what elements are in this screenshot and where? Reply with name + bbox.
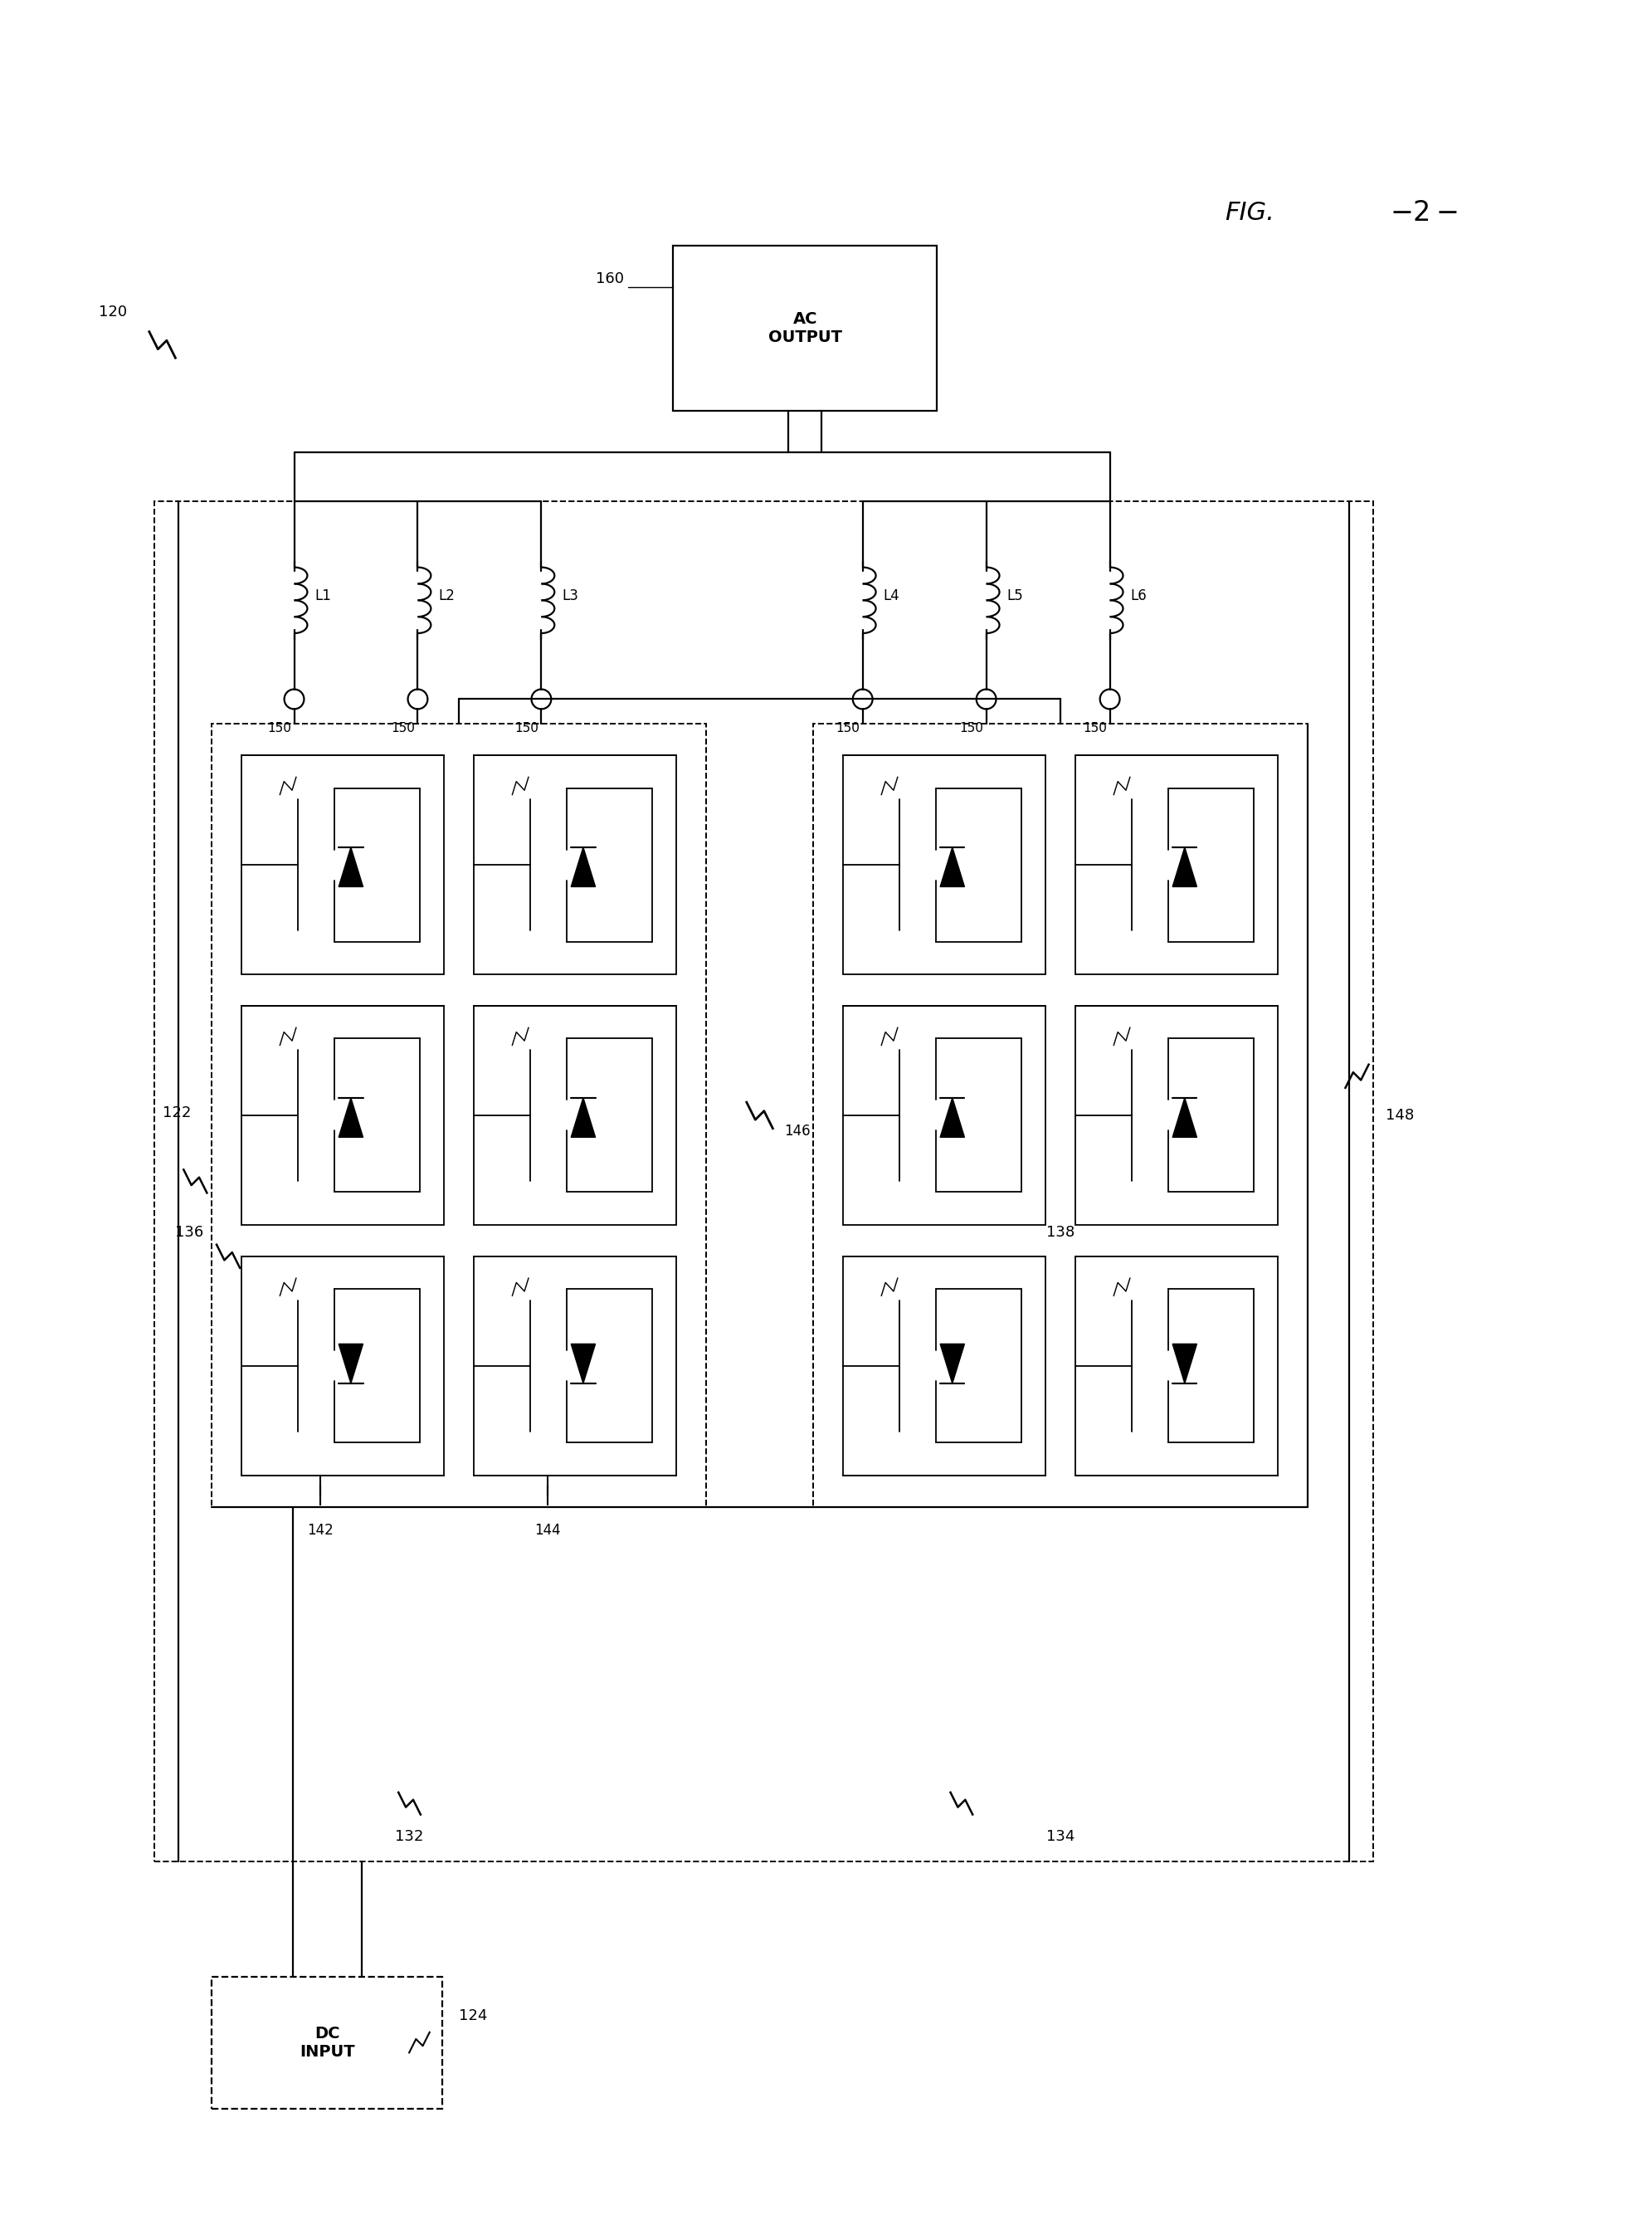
Text: 120: 120 xyxy=(99,303,127,319)
Text: AC
OUTPUT: AC OUTPUT xyxy=(768,312,843,346)
Bar xyxy=(1075,755,1279,975)
Text: L1: L1 xyxy=(316,589,332,605)
Text: FIG.: FIG. xyxy=(1226,202,1275,226)
Text: 150: 150 xyxy=(268,722,291,735)
Bar xyxy=(241,1006,444,1225)
Text: 144: 144 xyxy=(535,1524,562,1537)
Bar xyxy=(474,755,676,975)
Polygon shape xyxy=(572,1099,595,1136)
Text: 132: 132 xyxy=(395,1830,425,1843)
Text: 122: 122 xyxy=(162,1105,192,1121)
Bar xyxy=(843,1006,1046,1225)
Polygon shape xyxy=(339,848,363,886)
Text: 160: 160 xyxy=(595,272,624,286)
Text: 142: 142 xyxy=(307,1524,334,1537)
Text: 136: 136 xyxy=(175,1225,203,1240)
Bar xyxy=(813,724,1308,1506)
Bar xyxy=(843,755,1046,975)
Polygon shape xyxy=(940,1345,965,1384)
Text: 138: 138 xyxy=(1046,1225,1074,1240)
Polygon shape xyxy=(940,1099,965,1136)
Text: 150: 150 xyxy=(960,722,983,735)
Polygon shape xyxy=(339,1345,363,1384)
Text: DC
INPUT: DC INPUT xyxy=(299,2025,355,2060)
Text: 150: 150 xyxy=(1084,722,1107,735)
Text: L5: L5 xyxy=(1006,589,1023,605)
Text: 150: 150 xyxy=(392,722,415,735)
Polygon shape xyxy=(1173,1345,1196,1384)
Text: 146: 146 xyxy=(785,1123,811,1139)
Text: L2: L2 xyxy=(438,589,454,605)
Bar xyxy=(154,501,1373,1861)
Text: 150: 150 xyxy=(514,722,539,735)
Text: L3: L3 xyxy=(562,589,578,605)
Text: 134: 134 xyxy=(1046,1830,1075,1843)
Text: 124: 124 xyxy=(459,2009,487,2025)
Bar xyxy=(211,1976,443,2109)
Polygon shape xyxy=(339,1099,363,1136)
Text: L6: L6 xyxy=(1130,589,1146,605)
Bar xyxy=(211,724,705,1506)
Bar xyxy=(1075,1006,1279,1225)
Text: 148: 148 xyxy=(1386,1108,1414,1123)
Polygon shape xyxy=(1173,1099,1196,1136)
Bar xyxy=(1075,1256,1279,1475)
Bar xyxy=(241,755,444,975)
Polygon shape xyxy=(1173,848,1196,886)
Bar xyxy=(672,246,937,410)
Bar xyxy=(474,1006,676,1225)
Text: $-2-$: $-2-$ xyxy=(1389,199,1459,226)
Polygon shape xyxy=(940,848,965,886)
Text: L4: L4 xyxy=(884,589,900,605)
Bar xyxy=(843,1256,1046,1475)
Polygon shape xyxy=(572,1345,595,1384)
Bar xyxy=(241,1256,444,1475)
Polygon shape xyxy=(572,848,595,886)
Bar xyxy=(474,1256,676,1475)
Text: 150: 150 xyxy=(836,722,859,735)
